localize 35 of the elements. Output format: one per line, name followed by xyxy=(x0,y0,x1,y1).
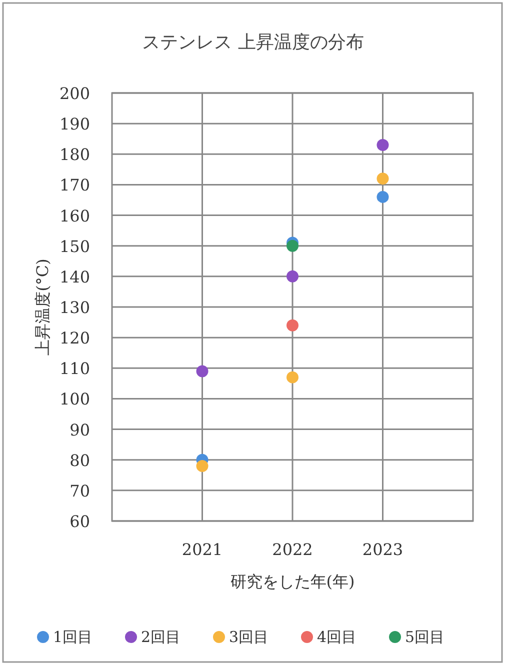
y-tick-label: 120 xyxy=(59,328,90,348)
legend-label: 5回目 xyxy=(405,628,445,646)
legend-label: 2回目 xyxy=(141,628,181,646)
y-tick-label: 190 xyxy=(59,114,90,134)
chart-title: ステンレス 上昇温度の分布 xyxy=(142,32,364,53)
y-tick-label: 200 xyxy=(59,84,90,103)
point xyxy=(286,371,298,384)
point xyxy=(196,460,208,472)
point xyxy=(376,190,389,203)
point xyxy=(376,172,389,185)
point xyxy=(376,138,389,151)
point xyxy=(196,365,208,378)
y-tick-label: 100 xyxy=(59,390,90,409)
y-tick-label: 150 xyxy=(59,236,90,256)
x-axis-title: 研究をした年(年) xyxy=(230,572,355,591)
y-tick-label: 160 xyxy=(59,206,90,226)
y-tick-label: 70 xyxy=(70,481,90,500)
y-tick-label: 60 xyxy=(70,512,90,531)
y-tick-label: 90 xyxy=(70,420,90,440)
y-tick-label: 80 xyxy=(70,450,90,470)
legend-label: 1回目 xyxy=(53,628,93,646)
x-tick-label: 2021 xyxy=(182,540,223,559)
x-tick-label: 2023 xyxy=(362,540,404,559)
y-tick-label: 170 xyxy=(59,176,90,195)
legend-label: 4回目 xyxy=(317,628,357,646)
point xyxy=(286,240,298,252)
y-tick-label: 130 xyxy=(59,298,90,317)
y-axis-title: 上昇温度(°C) xyxy=(33,258,52,356)
point xyxy=(286,270,298,282)
y-tick-label: 180 xyxy=(59,145,90,164)
x-tick-label: 2022 xyxy=(272,540,313,559)
point xyxy=(286,319,298,332)
y-tick-label: 140 xyxy=(59,267,90,286)
legend-label: 3回目 xyxy=(229,628,269,646)
y-tick-label: 110 xyxy=(59,359,90,378)
